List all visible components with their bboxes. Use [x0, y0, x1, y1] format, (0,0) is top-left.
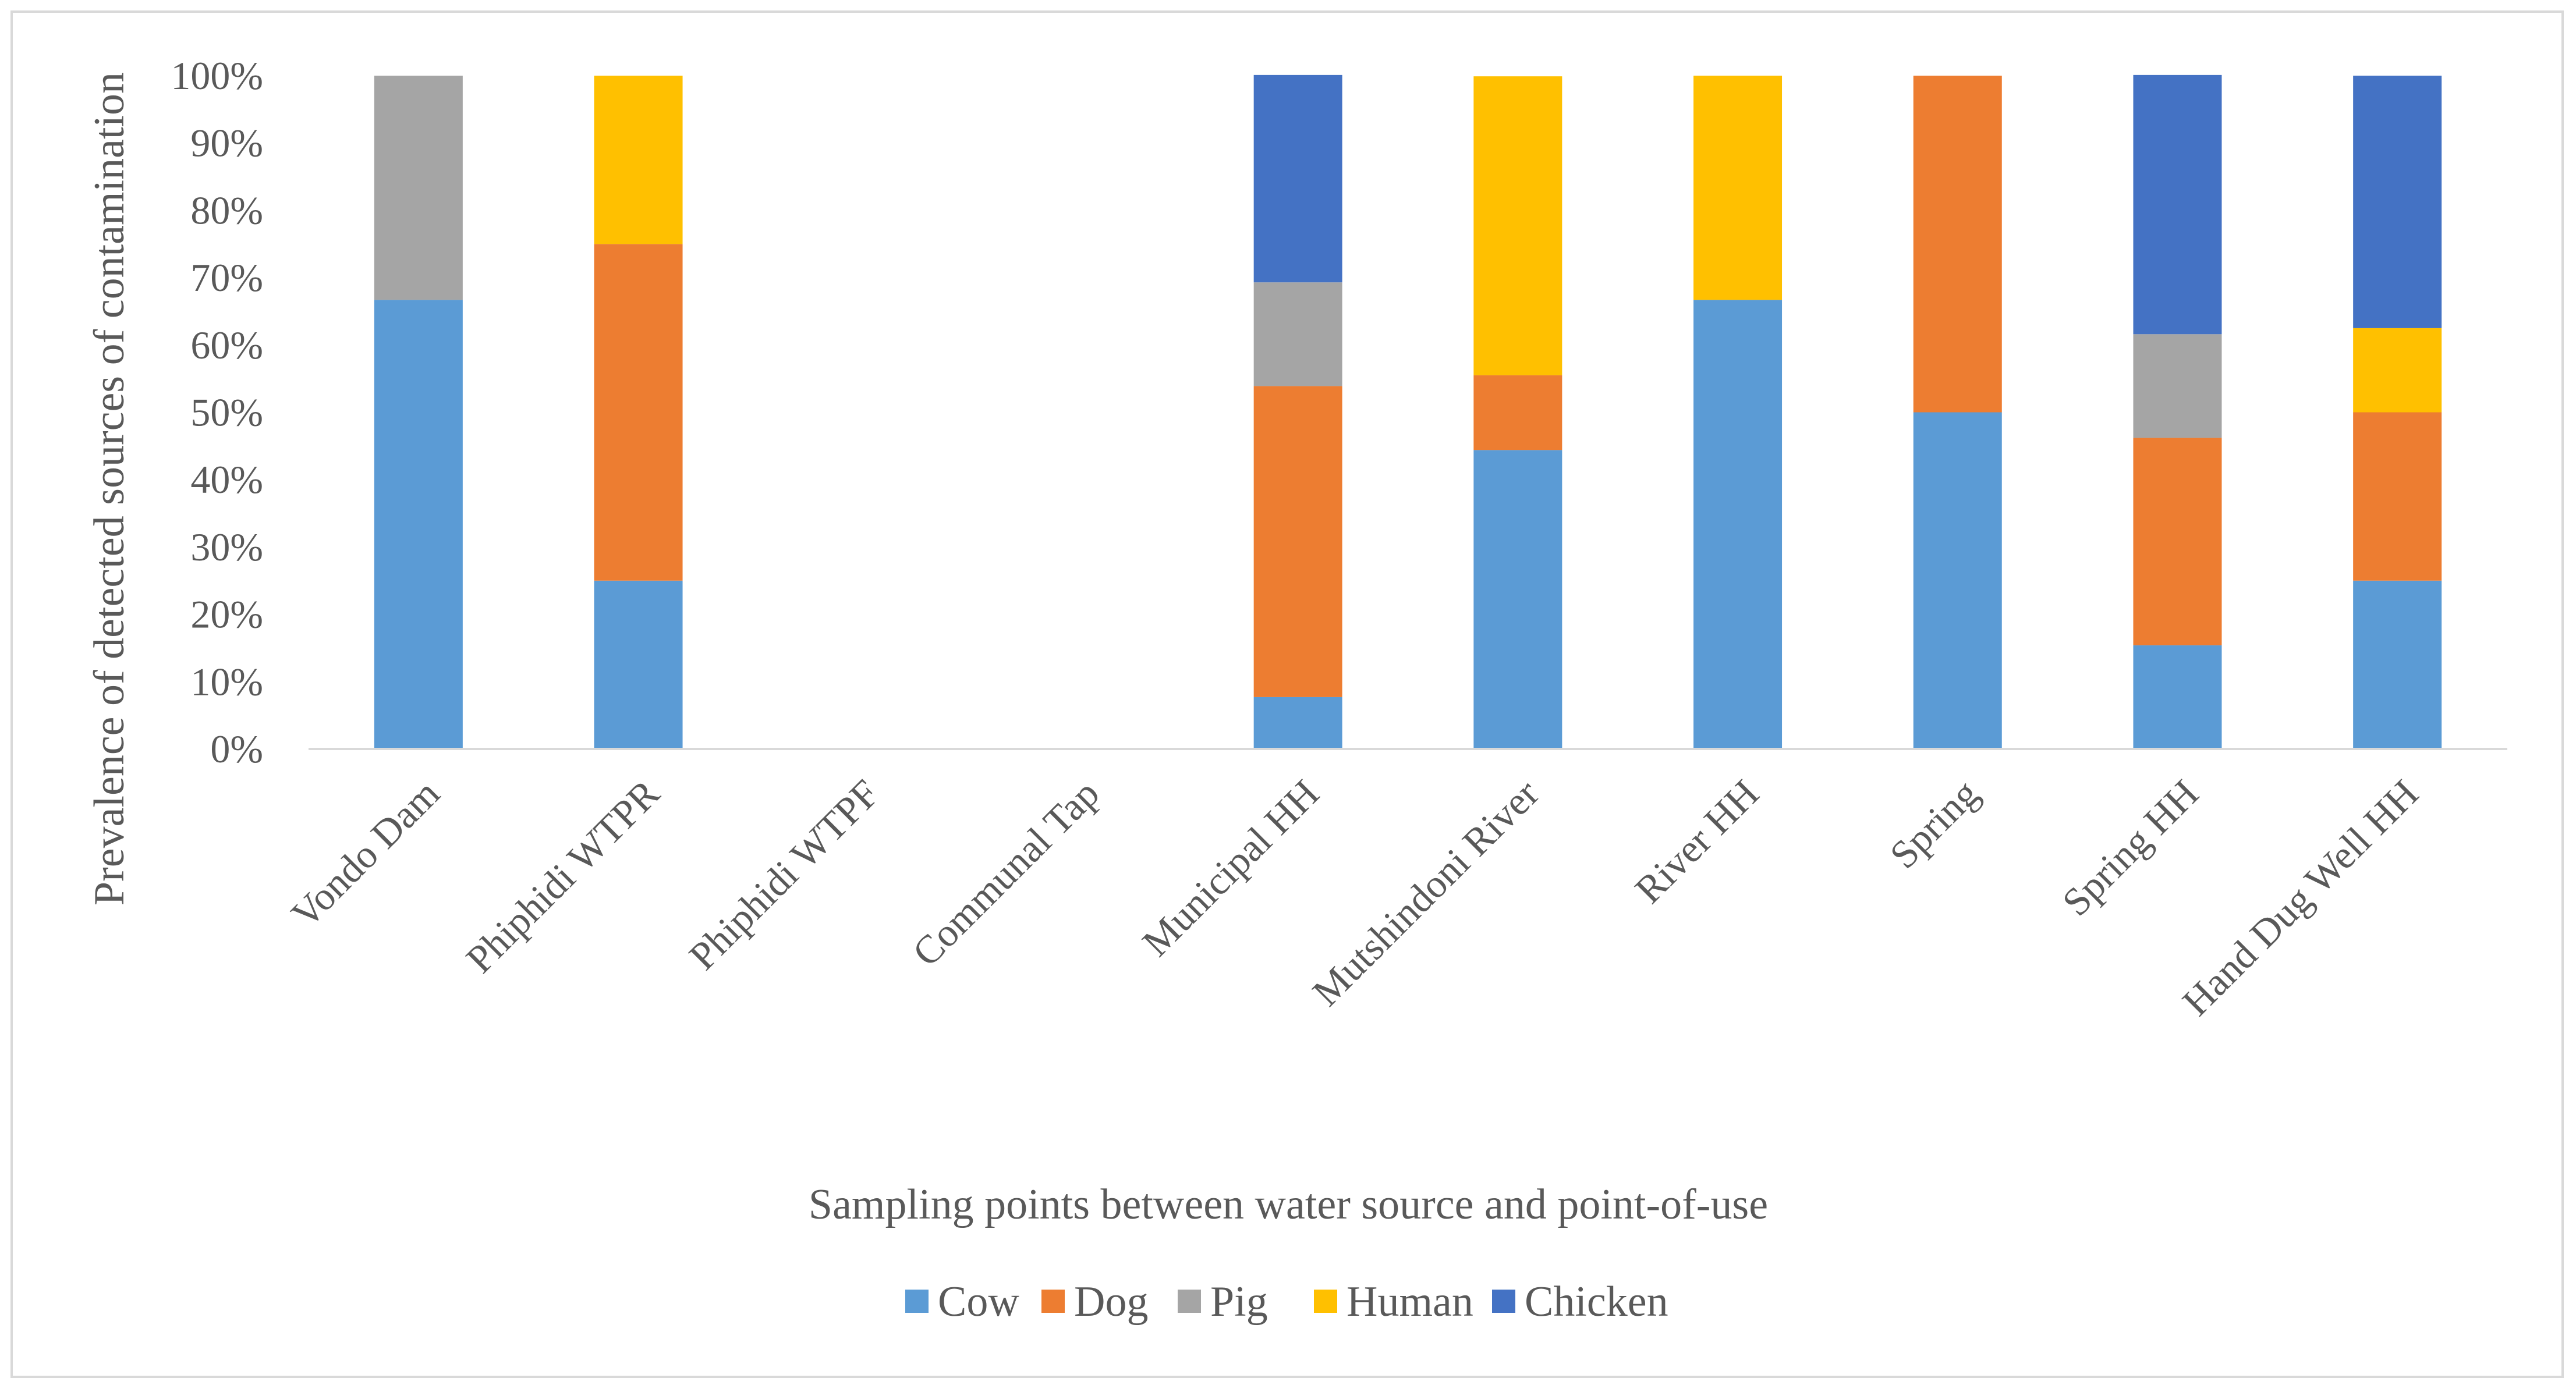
bar-segment-cow [1253, 697, 1342, 749]
y-tick-label: 80% [190, 188, 263, 232]
y-tick-label: 70% [190, 255, 263, 300]
y-tick-label: 40% [190, 457, 263, 502]
legend-label-dog: Dog [1074, 1278, 1148, 1326]
y-tick-label: 90% [190, 121, 263, 165]
bar-segment-dog [1473, 375, 1562, 450]
bar-segment-cow [2133, 645, 2222, 749]
y-tick-label: 60% [190, 323, 263, 367]
y-tick-label: 10% [190, 659, 263, 704]
legend-label-human: Human [1347, 1278, 1473, 1326]
bar-segment-dog [2133, 438, 2222, 645]
x-axis-title: Sampling points between water source and… [809, 1181, 1768, 1228]
x-tick-label: Communal Tap [904, 771, 1108, 975]
bar-segment-pig [2133, 334, 2222, 438]
bar-segment-cow [1913, 412, 2002, 749]
x-tick-label: Vondo Dam [283, 771, 448, 936]
bar-segment-human [1473, 76, 1562, 375]
y-tick-label: 30% [190, 525, 263, 569]
legend-label-pig: Pig [1210, 1278, 1268, 1326]
legend-swatch-dog [1041, 1290, 1065, 1313]
y-tick-label: 20% [190, 592, 263, 637]
y-axis-ticks: 0% 10% 20% 30% 40% 50% 60% 70% 80% 90% 100% [171, 54, 263, 771]
x-tick-label: Hand Dug Well HH [2174, 771, 2427, 1024]
bar-segment-dog [1253, 386, 1342, 697]
bar-segment-chicken [2133, 74, 2222, 335]
bar-segment-cow [1693, 300, 1783, 749]
bar-segment-human [594, 76, 683, 244]
x-tick-label: River HH [1627, 771, 1767, 912]
bar-segment-chicken [2353, 76, 2442, 328]
legend-swatch-pig [1178, 1290, 1201, 1313]
bar-segment-human [2353, 328, 2442, 413]
y-tick-label: 0% [210, 727, 263, 771]
legend-swatch-human [1314, 1290, 1337, 1313]
x-tick-label: Municipal HH [1133, 771, 1327, 965]
bar-segment-pig [1253, 282, 1342, 386]
bar-segment-cow [594, 580, 683, 749]
x-tick-label: Spring [1881, 771, 1987, 877]
bar-segment-dog [2353, 412, 2442, 581]
legend-label-cow: Cow [938, 1278, 1019, 1326]
legend-swatch-cow [905, 1290, 929, 1313]
x-tick-label: Mutshindoni River [1304, 771, 1548, 1015]
x-axis-ticks: Vondo Dam Phiphidi WTPR Phiphidi WTPF Commu… [283, 770, 2427, 1024]
x-tick-label: Phiphidi WTPF [681, 771, 888, 978]
bar-segment-human [1693, 76, 1783, 300]
bar-segment-dog [1913, 76, 2002, 413]
bar-segment-dog [594, 244, 683, 581]
x-tick-label: Phiphidi WTPR [458, 770, 668, 981]
bars [374, 74, 2442, 749]
y-tick-label: 100% [171, 54, 263, 98]
x-tick-label: Spring HH [2054, 771, 2207, 924]
legend-swatch-chicken [1492, 1290, 1515, 1313]
legend-label-chicken: Chicken [1525, 1278, 1668, 1326]
bar-segment-cow [2353, 580, 2442, 749]
bar-segment-cow [374, 300, 463, 749]
bar-segment-pig [374, 76, 463, 300]
y-axis-title: Prevalence of detected sources of contam… [86, 72, 133, 905]
legend: Cow Dog Pig Human Chicken [905, 1278, 1668, 1326]
bar-segment-cow [1473, 450, 1562, 749]
bar-segment-chicken [1253, 74, 1342, 283]
y-tick-label: 50% [190, 390, 263, 435]
